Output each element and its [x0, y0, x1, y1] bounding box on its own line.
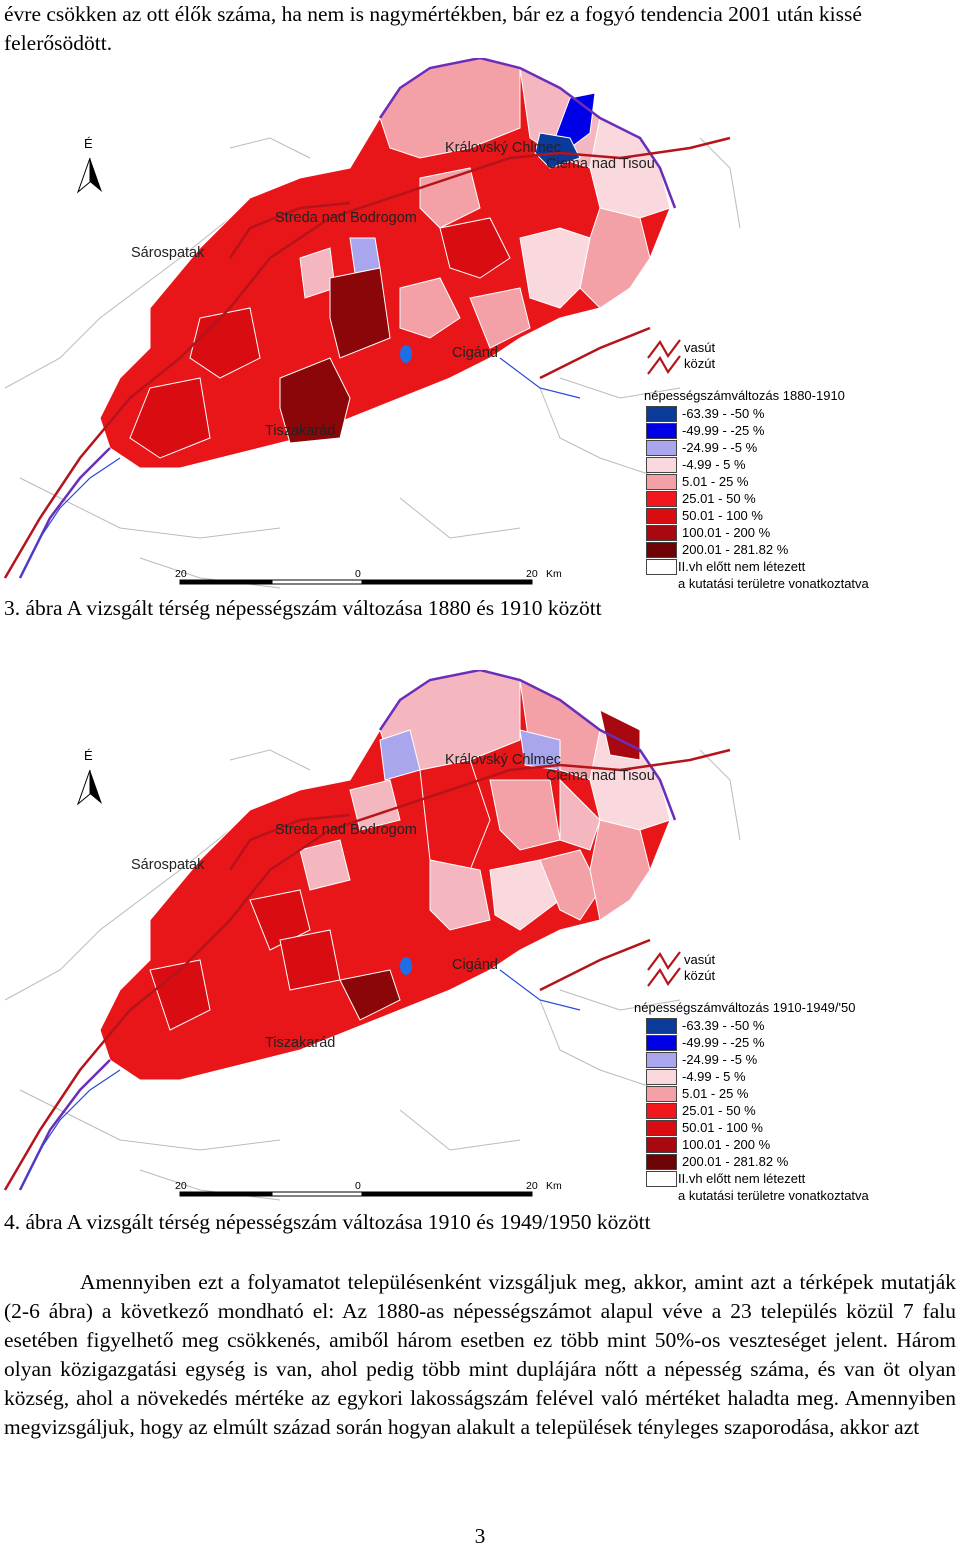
- scale-unit: Km: [546, 1180, 562, 1192]
- legend-swatch: [646, 1069, 677, 1085]
- legend-swatch: [646, 1086, 677, 1102]
- legend-swatch: [646, 525, 677, 541]
- legend-swatch: [646, 1052, 677, 1068]
- caption-figure-4: 4. ábra A vizsgált térség népességszám v…: [4, 1210, 651, 1234]
- legend-swatch: [646, 406, 677, 422]
- legend-label: 25.01 - 50 %: [682, 1103, 756, 1118]
- legend-label: -49.99 - -25 %: [682, 423, 765, 438]
- legend-label: II.vh előtt nem létezett: [678, 559, 806, 574]
- legend-title: népességszámváltozás 1880-1910: [644, 388, 845, 403]
- legend-note: a kutatási területre vonatkoztatva: [678, 1188, 869, 1203]
- place-streda: Streda nad Bodrogom: [275, 210, 417, 226]
- place-tiszakarad: Tiszakarád: [265, 423, 336, 439]
- body-paragraph: Amennyiben ezt a folyamatot településenk…: [4, 1268, 956, 1442]
- place-cigand: Cigánd: [452, 957, 498, 973]
- map-figure-4: É Královský Chlmec Ciema nad Tisou Stred…: [0, 670, 960, 1230]
- place-ciema: Ciema nad Tisou: [546, 156, 655, 172]
- legend-label: 100.01 - 200 %: [682, 525, 771, 540]
- scale-right: 20: [526, 568, 538, 580]
- legend-swatch: [646, 491, 677, 507]
- rail-label: vasút: [684, 952, 716, 967]
- legend-label: -4.99 - 5 %: [682, 1069, 746, 1084]
- legend-swatch: [646, 1171, 677, 1187]
- place-tiszakarad: Tiszakarád: [265, 1035, 336, 1051]
- legend-label: 50.01 - 100 %: [682, 1120, 763, 1135]
- legend-label: -4.99 - 5 %: [682, 457, 746, 472]
- place-sarospatak: Sárospatak: [131, 857, 205, 873]
- legend-label: 100.01 - 200 %: [682, 1137, 771, 1152]
- top-paragraph: évre csökken az ott élők száma, ha nem i…: [4, 2, 862, 55]
- legend-label: 5.01 - 25 %: [682, 1086, 749, 1101]
- legend-swatch: [646, 508, 677, 524]
- legend-swatch: [646, 1120, 677, 1136]
- legend-label: 25.01 - 50 %: [682, 491, 756, 506]
- legend-label: -49.99 - -25 %: [682, 1035, 765, 1050]
- body-paragraph-text: Amennyiben ezt a folyamatot településenk…: [4, 1270, 956, 1439]
- legend-label: 200.01 - 281.82 %: [682, 542, 789, 557]
- caption-figure-3: 3. ábra A vizsgált térség népességszám v…: [4, 596, 602, 620]
- map-svg: [3, 58, 741, 589]
- map-svg: [3, 670, 741, 1201]
- place-sarospatak: Sárospatak: [131, 245, 205, 261]
- scale-left: 20: [175, 568, 187, 580]
- north-label: É: [84, 748, 93, 763]
- legend-label: -24.99 - -5 %: [682, 1052, 758, 1067]
- scale-mid: 0: [355, 1180, 361, 1192]
- legend-swatch: [646, 559, 677, 575]
- scale-unit: Km: [546, 568, 562, 580]
- north-label: É: [84, 136, 93, 151]
- legend-note: a kutatási területre vonatkoztatva: [678, 576, 869, 591]
- place-cigand: Cigánd: [452, 345, 498, 361]
- legend-swatch: [646, 1103, 677, 1119]
- legend-label: 50.01 - 100 %: [682, 508, 763, 523]
- legend-swatch: [646, 474, 677, 490]
- road-label: közút: [684, 968, 716, 983]
- rail-label: vasút: [684, 340, 716, 355]
- legend-label: -24.99 - -5 %: [682, 440, 758, 455]
- legend-swatch: [646, 1035, 677, 1051]
- legend-title: népességszámváltozás 1910-1949/'50: [634, 1000, 856, 1015]
- scale-right: 20: [526, 1180, 538, 1192]
- page-number: 3: [474, 1524, 486, 1548]
- legend-swatch: [646, 1018, 677, 1034]
- legend-label: 200.01 - 281.82 %: [682, 1154, 789, 1169]
- legend-label: -63.39 - -50 %: [682, 406, 765, 421]
- scale-mid: 0: [355, 568, 361, 580]
- legend-swatch: [646, 440, 677, 456]
- place-kralovsky: Královský Chlmec: [445, 140, 562, 156]
- legend-swatch: [646, 423, 677, 439]
- scale-left: 20: [175, 1180, 187, 1192]
- legend-swatch: [646, 457, 677, 473]
- place-ciema: Ciema nad Tisou: [546, 768, 655, 784]
- legend-swatch: [646, 1154, 677, 1170]
- place-streda: Streda nad Bodrogom: [275, 822, 417, 838]
- legend-swatch: [646, 542, 677, 558]
- map-figure-3: É Královský Chlmec Ciema nad Tisou Stred…: [0, 58, 960, 618]
- place-kralovsky: Královský Chlmec: [445, 752, 562, 768]
- road-label: közút: [684, 356, 716, 371]
- legend-label: -63.39 - -50 %: [682, 1018, 765, 1033]
- legend-label: II.vh előtt nem létezett: [678, 1171, 806, 1186]
- legend-swatch: [646, 1137, 677, 1153]
- legend-label: 5.01 - 25 %: [682, 474, 749, 489]
